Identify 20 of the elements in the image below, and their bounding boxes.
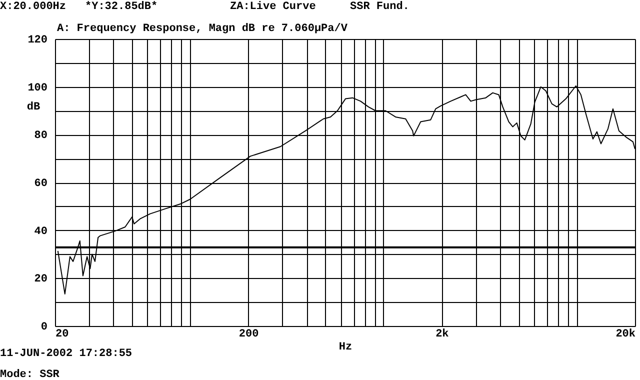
y-tick-label: 20 [34,274,48,286]
x-axis-title: Hz [338,342,352,354]
x-tick-label: 20k [616,328,636,340]
y-tick-label: 120 [28,34,48,46]
x-tick-label: 200 [238,328,259,340]
y-tick-label: 60 [34,178,48,190]
text: X:20.000Hz [0,1,66,13]
y-tick-label: 100 [28,82,48,94]
text: Mode: SSR [0,369,60,380]
y-axis-title: dB [26,102,40,114]
x-tick-label: 2k [436,328,450,340]
y-tick-label: 80 [34,130,48,142]
text: ZA:Live Curve [230,1,316,13]
text: 11-JUN-2002 17:28:55 [0,348,132,360]
chart-title: A: Frequency Response, Magn dB re 7.060µPa/V [57,23,348,35]
text: SSR Fund. [350,1,410,13]
text: *Y:32.85dB* [85,1,158,13]
y-tick-label: 0 [40,322,48,334]
x-tick-label: 20 [56,328,69,340]
y-tick-label: 40 [34,226,48,238]
